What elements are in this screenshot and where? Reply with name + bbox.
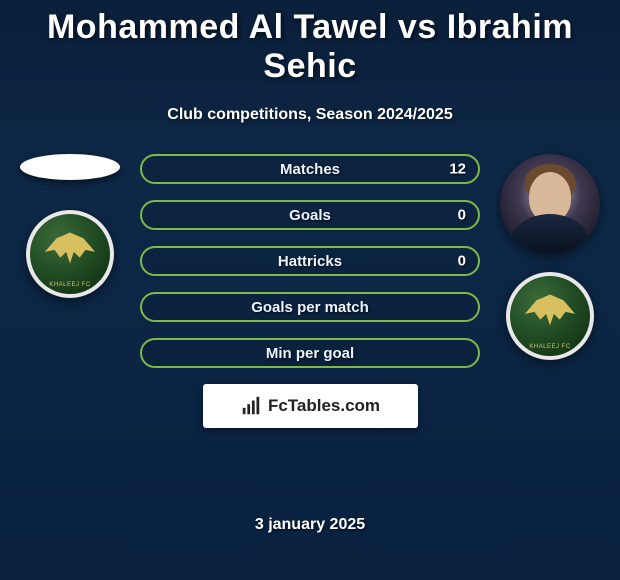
player-right-column: KHALEEJ FC (490, 154, 610, 360)
stat-label: Hattricks (278, 253, 342, 270)
player-right-club-badge: KHALEEJ FC (506, 272, 594, 360)
stat-row-matches: Matches 12 (140, 154, 480, 184)
stat-row-min-per-goal: Min per goal (140, 338, 480, 368)
watermark-text: FcTables.com (268, 396, 380, 416)
club-badge-text: KHALEEJ FC (510, 344, 590, 350)
stat-right-value: 0 (458, 253, 466, 270)
comparison-content: KHALEEJ FC KHALEEJ FC Matches 12 Goals 0 (0, 154, 620, 494)
player-left-column: KHALEEJ FC (10, 154, 130, 298)
player-left-photo-placeholder (20, 154, 120, 180)
page-title: Mohammed Al Tawel vs Ibrahim Sehic (0, 0, 620, 86)
stat-right-value: 12 (449, 161, 466, 178)
stat-row-goals: Goals 0 (140, 200, 480, 230)
eagle-icon (41, 228, 99, 268)
watermark: FcTables.com (203, 384, 418, 428)
date-text: 3 january 2025 (0, 516, 620, 534)
eagle-icon (521, 290, 579, 330)
stat-label: Goals (289, 207, 331, 224)
club-badge-text: KHALEEJ FC (30, 282, 110, 288)
player-left-club-badge: KHALEEJ FC (26, 210, 114, 298)
stat-label: Goals per match (251, 299, 369, 316)
player-right-photo (500, 154, 600, 254)
stats-list: Matches 12 Goals 0 Hattricks 0 Goals per… (140, 154, 480, 428)
stat-row-hattricks: Hattricks 0 (140, 246, 480, 276)
subtitle: Club competitions, Season 2024/2025 (0, 106, 620, 124)
stat-label: Matches (280, 161, 340, 178)
stat-right-value: 0 (458, 207, 466, 224)
stat-row-goals-per-match: Goals per match (140, 292, 480, 322)
chart-icon (240, 395, 262, 417)
stat-label: Min per goal (266, 345, 354, 362)
